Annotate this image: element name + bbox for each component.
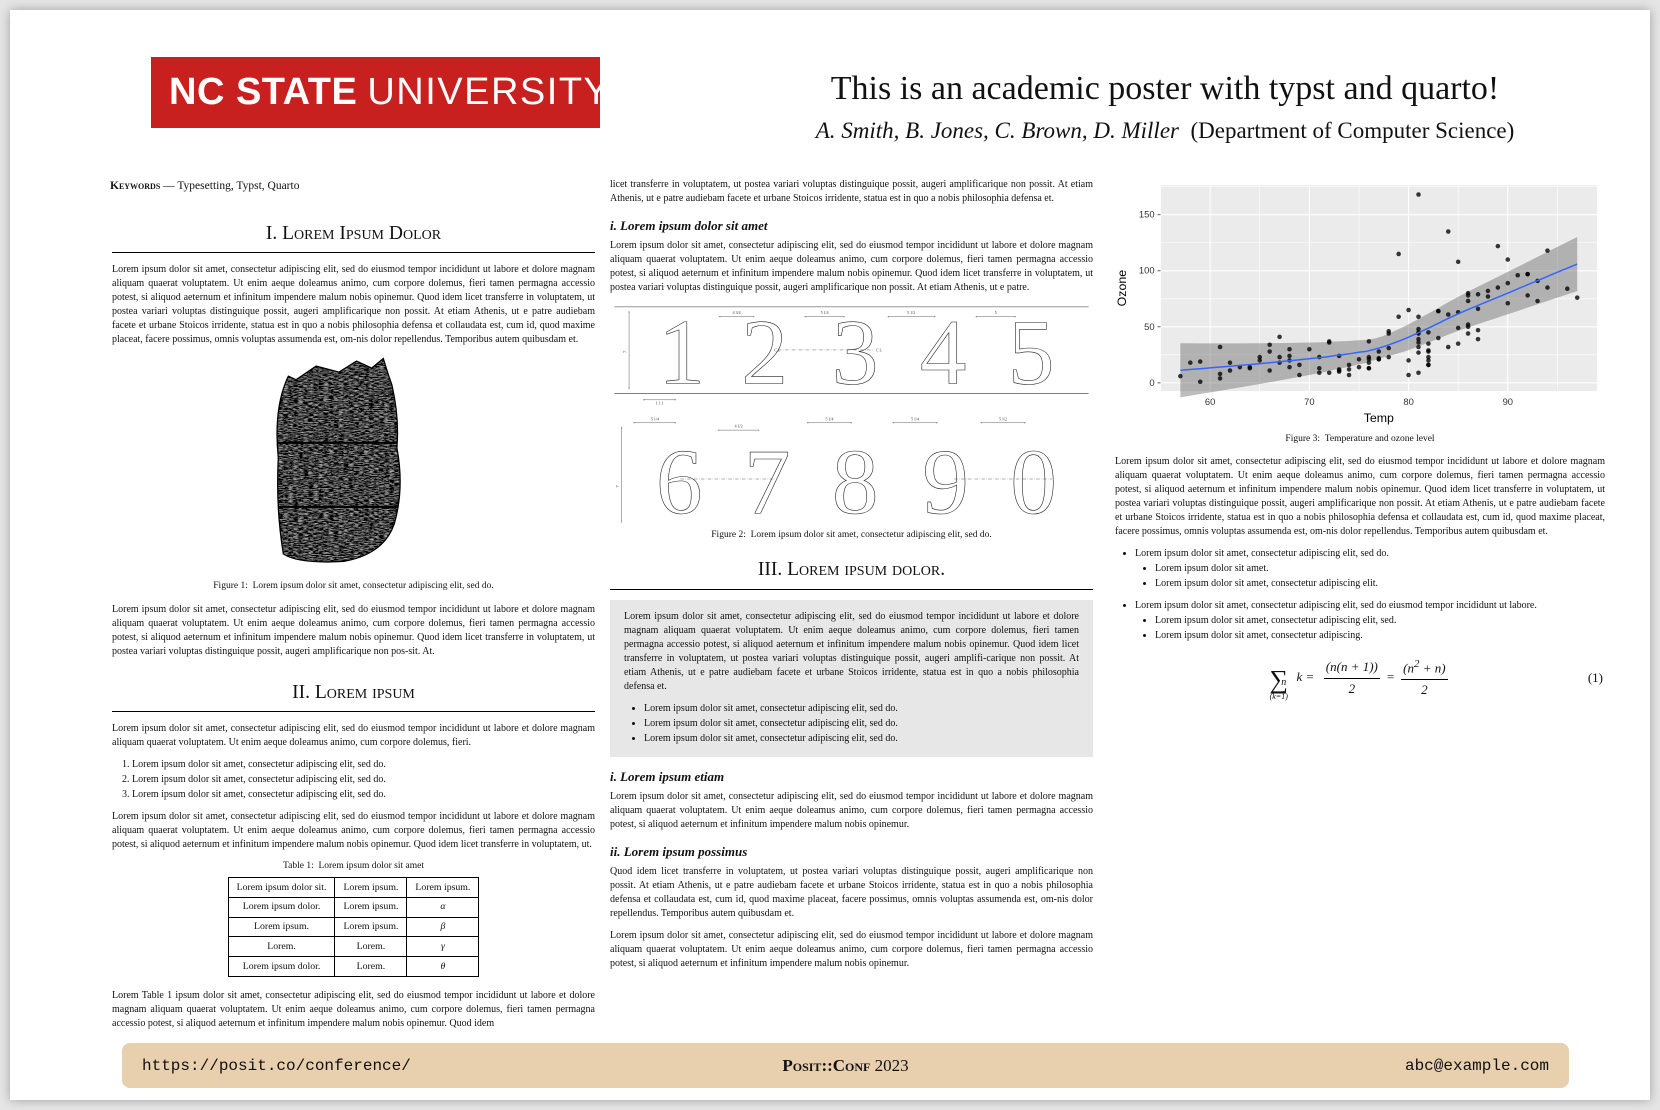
svg-text:1 1 1: 1 1 1 [655, 402, 663, 406]
svg-text:5 1/4: 5 1/4 [821, 311, 829, 315]
svg-text:5 1/2: 5 1/2 [999, 418, 1007, 422]
svg-text:Ozone: Ozone [1115, 270, 1129, 307]
svg-text:9: 9 [922, 431, 968, 523]
svg-text:2: 2 [742, 303, 788, 405]
svg-text:60: 60 [1205, 396, 1215, 407]
svg-text:C L: C L [774, 349, 781, 353]
svg-text:90: 90 [1503, 396, 1513, 407]
svg-text:5 1/4: 5 1/4 [911, 418, 919, 422]
svg-text:5 1/4: 5 1/4 [651, 418, 659, 422]
svg-text:5 1/4: 5 1/4 [826, 418, 834, 422]
svg-text:7: 7 [744, 431, 790, 523]
svg-text:4: 4 [920, 303, 966, 405]
svg-text:5: 5 [1008, 303, 1054, 405]
svg-text:4 3/4: 4 3/4 [733, 311, 741, 315]
svg-text:8: 8 [832, 431, 878, 523]
svg-text:5: 5 [995, 311, 997, 315]
svg-text:C L: C L [876, 349, 883, 353]
svg-text:Temp: Temp [1364, 411, 1394, 425]
svg-text:0: 0 [1010, 431, 1056, 523]
svg-text:150: 150 [1139, 209, 1155, 220]
svg-text:3: 3 [832, 303, 878, 405]
svg-text:80: 80 [1403, 396, 1413, 407]
svg-text:6: 6 [656, 431, 702, 523]
svg-text:1: 1 [658, 303, 704, 405]
svg-text:4 1/2: 4 1/2 [735, 425, 743, 429]
svg-text:100: 100 [1139, 265, 1155, 276]
svg-text:5 1/2: 5 1/2 [907, 311, 915, 315]
svg-text:70: 70 [1304, 396, 1314, 407]
svg-text:50: 50 [1144, 321, 1154, 332]
svg-text:0: 0 [1149, 377, 1154, 388]
